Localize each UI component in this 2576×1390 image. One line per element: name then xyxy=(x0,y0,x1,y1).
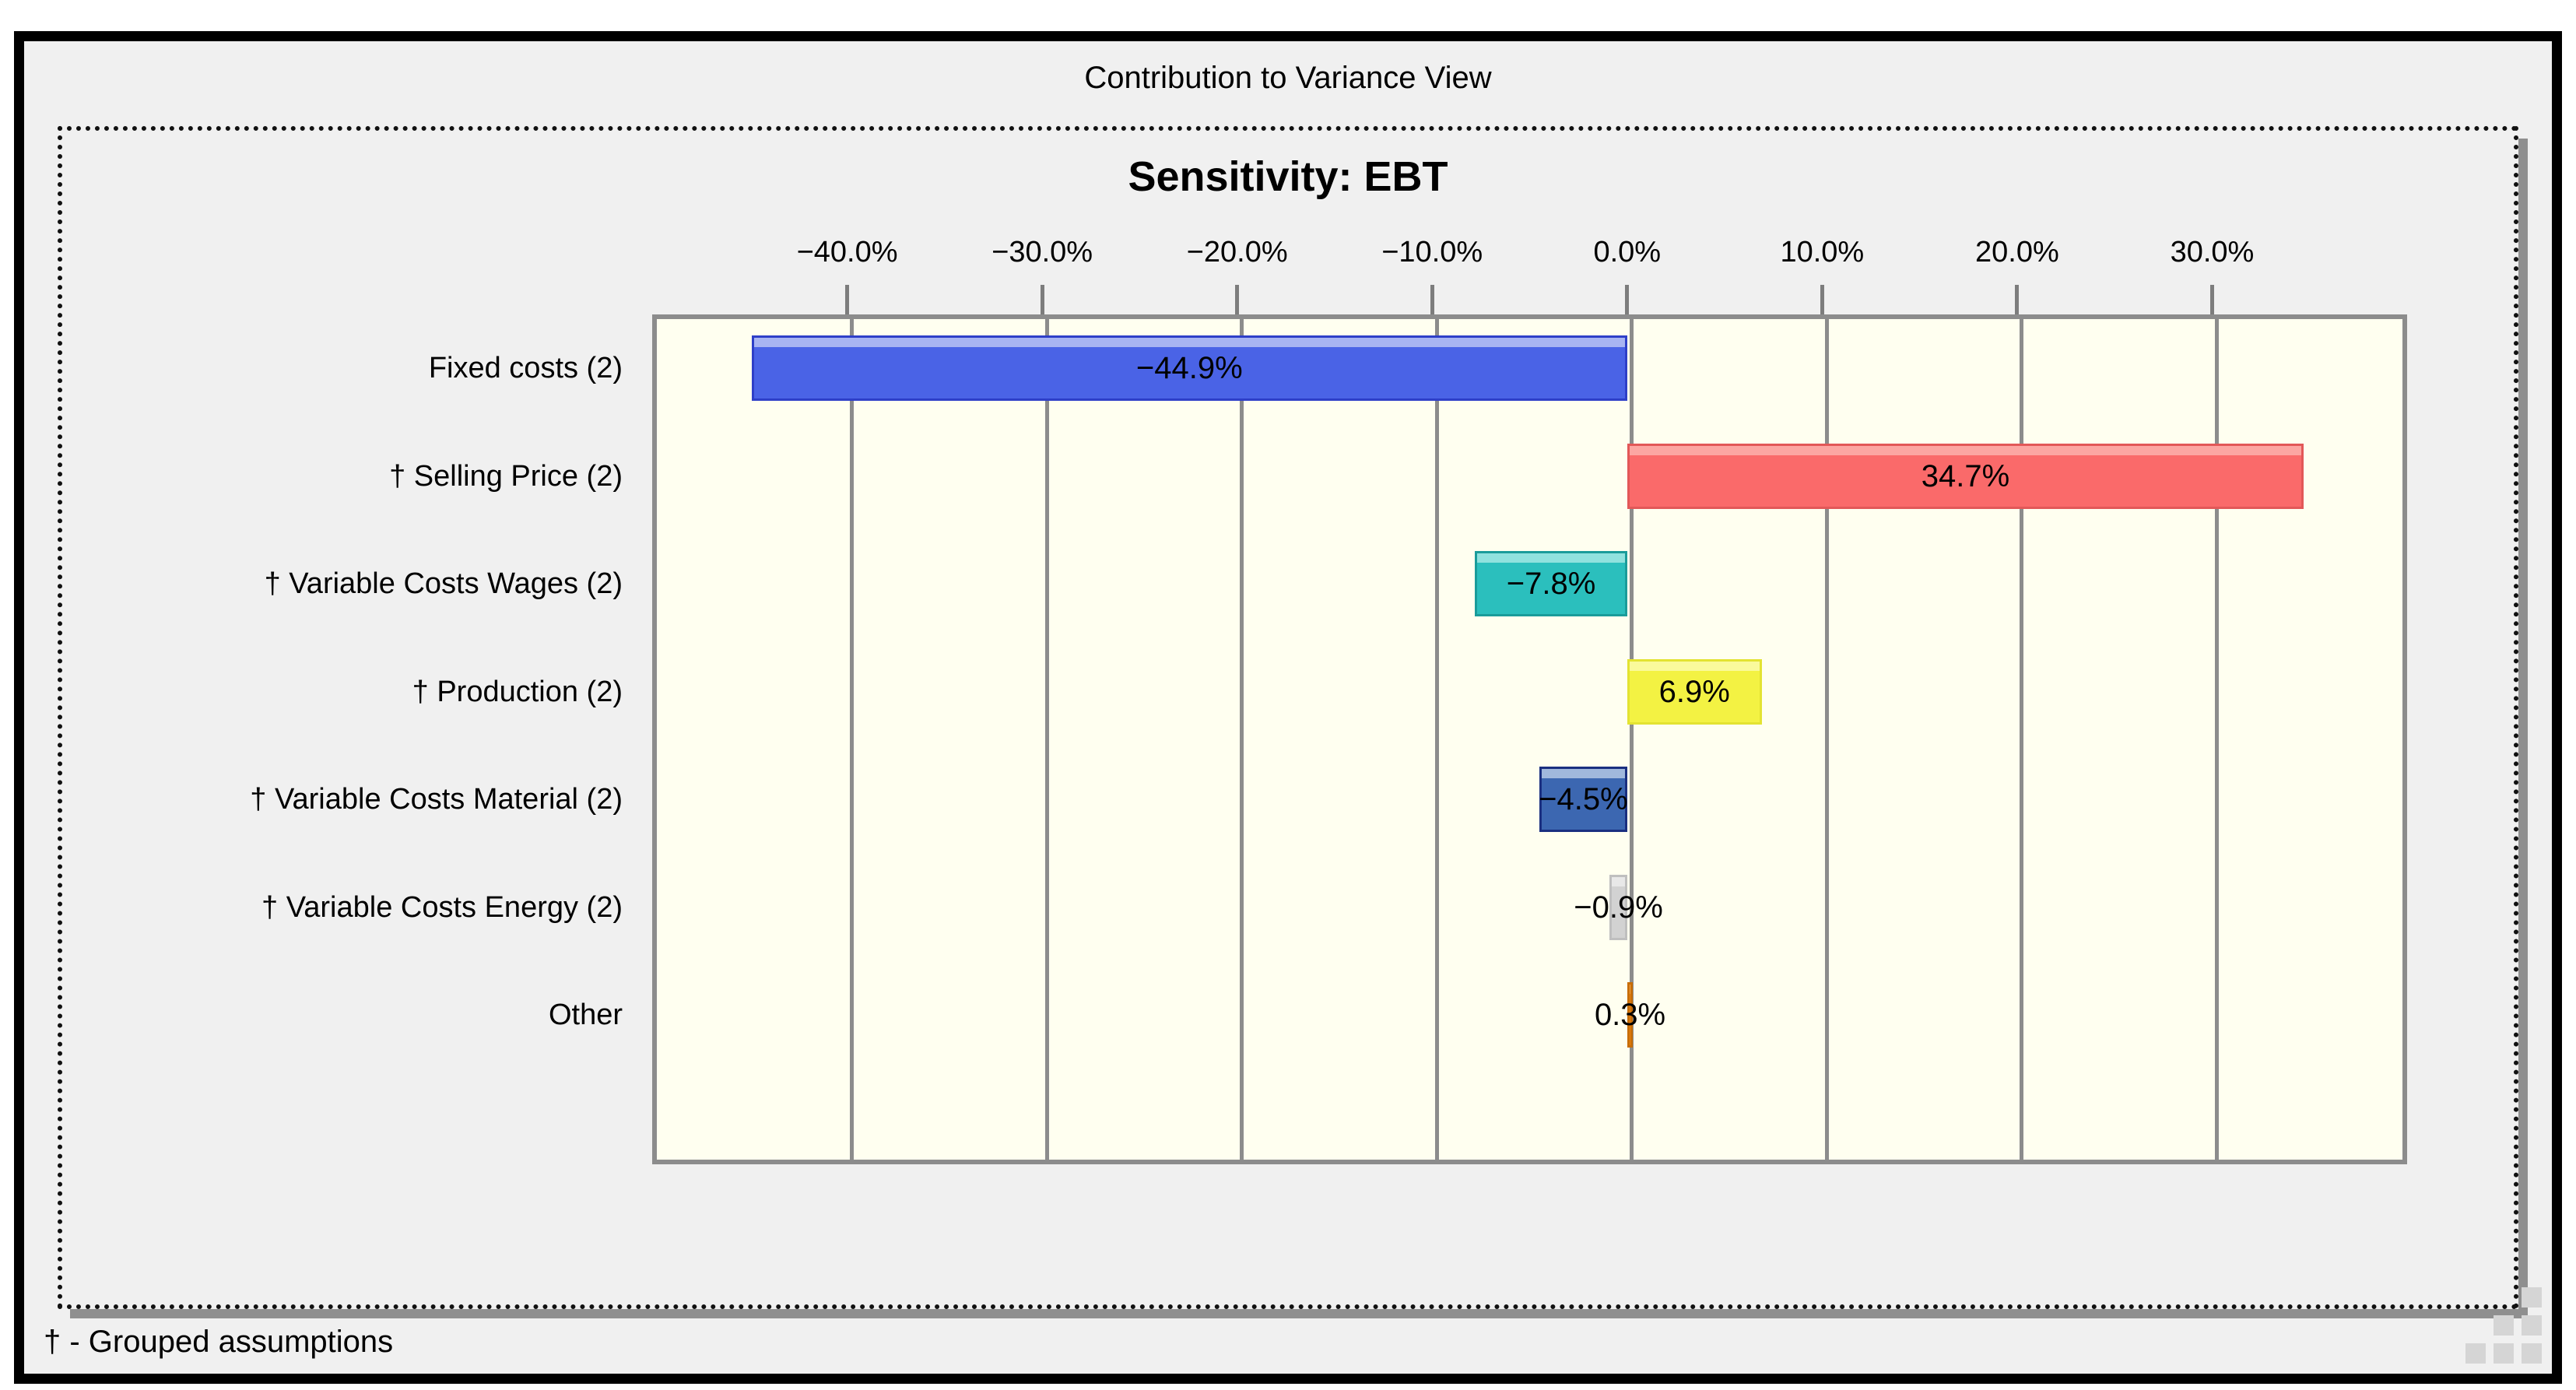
footnote: † - Grouped assumptions xyxy=(44,1325,394,1359)
category-label-variable-costs-material-2: † Variable Costs Material (2) xyxy=(250,783,623,816)
plot-area xyxy=(652,314,2407,1164)
x-tick xyxy=(1235,285,1240,314)
bar-value-label: −44.9% xyxy=(1135,351,1243,385)
gridline xyxy=(1044,319,1049,1160)
resize-grip-dot xyxy=(2522,1315,2542,1336)
window-title: Contribution to Variance View xyxy=(1084,61,1492,95)
x-tick xyxy=(1820,285,1824,314)
x-tick xyxy=(2209,285,2214,314)
gridline xyxy=(1824,319,1829,1160)
gridline xyxy=(2020,319,2024,1160)
x-tick-label: −30.0% xyxy=(991,236,1093,269)
bar-production-2 xyxy=(1627,658,1762,725)
x-tick-label: −20.0% xyxy=(1186,236,1288,269)
resize-grip-dot xyxy=(2522,1287,2542,1308)
bar-value-label: −4.5% xyxy=(1539,782,1628,816)
x-tick-label: −10.0% xyxy=(1381,236,1483,269)
gridline xyxy=(2214,319,2219,1160)
x-tick-label: 30.0% xyxy=(2170,236,2255,269)
x-tick xyxy=(1040,285,1044,314)
category-label-other: Other xyxy=(548,999,623,1031)
bar-value-label: −0.9% xyxy=(1574,890,1663,925)
category-label-selling-price-2: † Selling Price (2) xyxy=(389,459,623,493)
category-label-production-2: † Production (2) xyxy=(412,675,623,708)
x-tick xyxy=(2015,285,2020,314)
category-label-fixed-costs-2: Fixed costs (2) xyxy=(428,352,623,384)
x-tick-label: 0.0% xyxy=(1593,236,1662,269)
resize-grip-dot xyxy=(2522,1343,2542,1364)
bar-variable-costs-energy-2 xyxy=(1609,874,1627,940)
x-tick xyxy=(1430,285,1434,314)
resize-grip-dot xyxy=(2465,1343,2486,1364)
bar-value-label: −7.8% xyxy=(1506,567,1596,601)
category-label-variable-costs-energy-2: † Variable Costs Energy (2) xyxy=(261,890,623,924)
gridline xyxy=(850,319,855,1160)
x-tick xyxy=(1625,285,1630,314)
bar-variable-costs-material-2 xyxy=(1539,767,1627,832)
x-tick-label: 20.0% xyxy=(1975,236,2059,269)
x-tick-label: 10.0% xyxy=(1780,236,1865,269)
bar-value-label: 34.7% xyxy=(1921,458,2010,493)
bar-other xyxy=(1627,982,1634,1048)
gridline xyxy=(1240,319,1244,1160)
x-tick-label: −40.0% xyxy=(796,236,898,269)
bar-fixed-costs-2 xyxy=(751,335,1627,401)
bar-value-label: 6.9% xyxy=(1658,674,1730,709)
bar-variable-costs-wages-2 xyxy=(1475,551,1627,616)
chart-title: Sensitivity: EBT xyxy=(1128,153,1448,200)
bar-selling-price-2 xyxy=(1627,443,2304,509)
resize-grip[interactable] xyxy=(2465,1287,2546,1368)
bar-value-label: 0.3% xyxy=(1594,998,1666,1032)
gridline xyxy=(1434,319,1439,1160)
resize-grip-dot xyxy=(2494,1315,2514,1336)
x-tick xyxy=(845,285,850,314)
resize-grip-dot xyxy=(2494,1343,2514,1364)
category-label-variable-costs-wages-2: † Variable Costs Wages (2) xyxy=(264,567,623,600)
zero-gridline xyxy=(1630,319,1634,1160)
